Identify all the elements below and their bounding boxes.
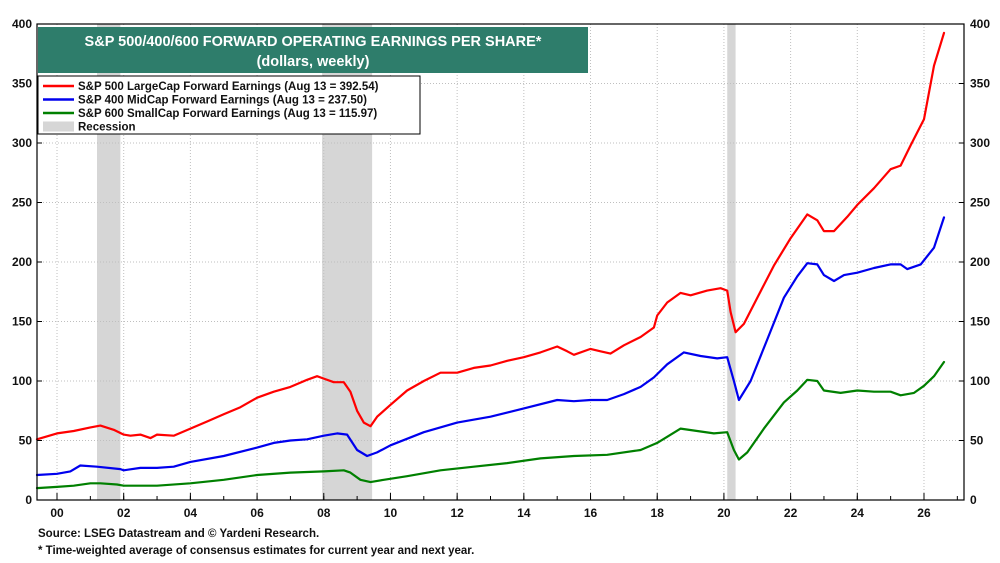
x-tick-label: 06 — [250, 506, 264, 520]
title-box: S&P 500/400/600 FORWARD OPERATING EARNIN… — [38, 27, 588, 73]
chart-title: S&P 500/400/600 FORWARD OPERATING EARNIN… — [85, 34, 542, 50]
source-note: Source: LSEG Datastream and © Yardeni Re… — [38, 528, 320, 540]
y-tick-label-right: 400 — [970, 17, 990, 31]
x-tick-label: 02 — [117, 506, 131, 520]
legend: S&P 500 LargeCap Forward Earnings (Aug 1… — [37, 75, 421, 135]
legend-label-recession: Recession — [78, 122, 136, 134]
y-tick-label-left: 100 — [12, 374, 32, 388]
y-tick-label-left: 0 — [25, 493, 32, 507]
x-tick-label: 26 — [917, 506, 931, 520]
y-tick-label-right: 0 — [970, 493, 977, 507]
legend-label-2: S&P 400 MidCap Forward Earnings (Aug 13 … — [78, 95, 367, 107]
recession-band — [727, 24, 736, 500]
legend-swatch-recession — [43, 121, 74, 132]
x-tick-label: 22 — [784, 506, 798, 520]
legend-label-1: S&P 500 LargeCap Forward Earnings (Aug 1… — [78, 81, 379, 93]
x-tick-label: 00 — [50, 506, 64, 520]
y-tick-label-right: 50 — [970, 434, 984, 448]
y-tick-label-left: 200 — [12, 255, 32, 269]
y-tick-label-left: 300 — [12, 136, 32, 150]
x-tick-label: 20 — [717, 506, 731, 520]
x-tick-label: 08 — [317, 506, 331, 520]
series-lines — [35, 31, 946, 490]
series-line-3 — [35, 360, 946, 490]
series-line-2 — [35, 216, 946, 477]
y-tick-label-right: 100 — [970, 374, 990, 388]
y-tick-label-left: 350 — [12, 77, 32, 91]
y-tick-label-right: 200 — [970, 255, 990, 269]
y-tick-label-left: 250 — [12, 196, 32, 210]
title-background — [38, 27, 588, 73]
footnote: * Time-weighted average of consensus est… — [38, 545, 475, 557]
x-tick-label: 14 — [517, 506, 531, 520]
chart-subtitle: (dollars, weekly) — [257, 54, 370, 70]
x-tick-label: 18 — [651, 506, 665, 520]
legend-label-3: S&P 600 SmallCap Forward Earnings (Aug 1… — [78, 108, 377, 120]
x-tick-label: 16 — [584, 506, 598, 520]
x-tick-label: 24 — [851, 506, 865, 520]
x-tick-label: 04 — [184, 506, 198, 520]
y-tick-label-right: 300 — [970, 136, 990, 150]
legend-frame — [37, 75, 421, 135]
y-tick-label-right: 150 — [970, 315, 990, 329]
recession-band — [97, 24, 121, 500]
x-tick-label: 10 — [384, 506, 398, 520]
y-tick-label-left: 400 — [12, 17, 32, 31]
y-tick-label-right: 350 — [970, 77, 990, 91]
y-tick-label-right: 250 — [970, 196, 990, 210]
y-tick-label-left: 150 — [12, 315, 32, 329]
series-line-1 — [35, 31, 946, 441]
x-tick-label: 12 — [450, 506, 464, 520]
y-tick-label-left: 50 — [19, 434, 33, 448]
